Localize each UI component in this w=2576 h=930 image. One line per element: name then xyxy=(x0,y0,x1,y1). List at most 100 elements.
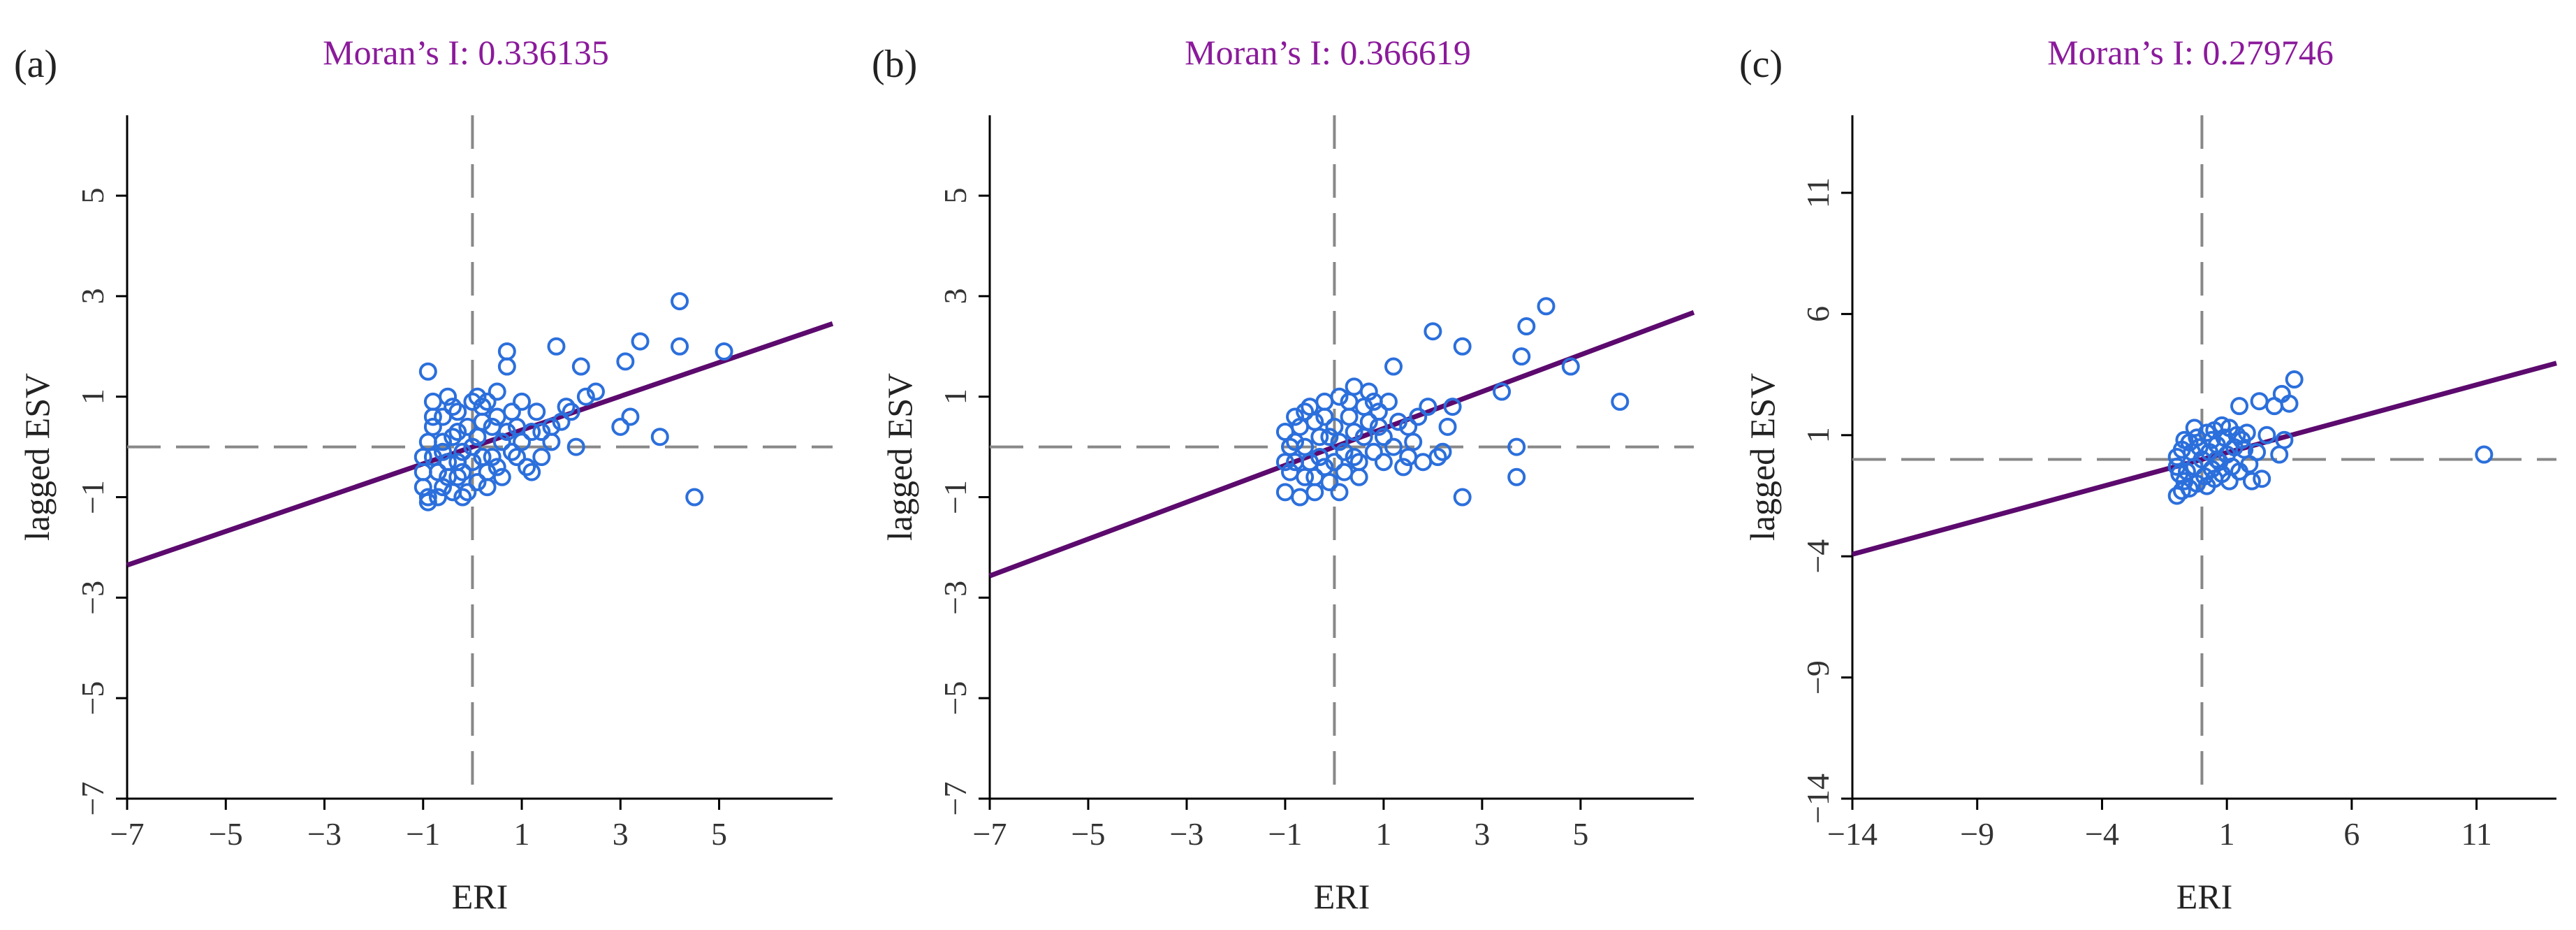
x-tick-label: 11 xyxy=(2461,816,2491,852)
y-tick-label: 1 xyxy=(937,388,973,405)
y-tick-label: 11 xyxy=(1800,177,1836,208)
x-tick-label: −5 xyxy=(209,816,243,852)
scatter-point xyxy=(463,437,482,456)
scatter-point xyxy=(448,423,467,442)
x-tick-label: 1 xyxy=(1375,816,1391,852)
scatter-point xyxy=(1354,428,1373,446)
scatter-point xyxy=(1394,458,1413,477)
scatter-point xyxy=(1315,458,1334,477)
scatter-point xyxy=(428,488,447,507)
y-tick-label: −9 xyxy=(1800,660,1836,695)
scatter-point xyxy=(1384,437,1403,456)
chart-panel-3: −14 −9 −4 1 6 11 −14 −9 −4 1 6 11 ERI lagged ESV Moran… xyxy=(1739,33,2557,916)
scatter-point xyxy=(2230,397,2249,416)
y-axis-label: lagged ESV xyxy=(17,373,57,541)
scatter-point xyxy=(1414,453,1433,472)
scatter-point xyxy=(502,402,521,421)
scatter-point xyxy=(1561,357,1580,376)
scatter-point xyxy=(488,458,506,477)
y-tick-label: −1 xyxy=(75,480,110,514)
scatter-point xyxy=(671,292,689,311)
scatter-point xyxy=(2172,481,2191,500)
scatter-point xyxy=(1507,467,1526,486)
scatter-point xyxy=(444,398,462,416)
scatter-point xyxy=(1374,428,1393,446)
scatter-point xyxy=(488,407,506,426)
y-axis-label: lagged ESV xyxy=(880,373,919,541)
y-tick-label: 1 xyxy=(1800,427,1836,443)
y-tick-label: −5 xyxy=(937,681,973,715)
scatter-point xyxy=(507,417,526,436)
scatter-point xyxy=(1399,448,1418,466)
x-tick-label: −14 xyxy=(1827,816,1878,852)
x-tick-label: −1 xyxy=(406,816,440,852)
scatter-point xyxy=(2250,392,2269,411)
x-tick-label: 3 xyxy=(1474,816,1490,852)
scatter-point xyxy=(497,342,516,361)
scatter-point xyxy=(1335,442,1354,461)
y-axis-label: lagged ESV xyxy=(1743,373,1782,541)
scatter-point xyxy=(1296,402,1315,421)
scatter-point xyxy=(562,402,580,421)
scatter-point xyxy=(518,458,536,477)
scatter-point xyxy=(576,387,595,406)
scatter-point xyxy=(439,467,458,486)
scatter-point xyxy=(2230,462,2249,481)
scatter-point xyxy=(434,407,453,426)
scatter-point xyxy=(1349,467,1368,486)
scatter-point xyxy=(566,437,585,456)
scatter-point xyxy=(2280,394,2299,413)
scatter-point xyxy=(1404,433,1423,451)
chart-title: Moran’s I: 0.336135 xyxy=(323,33,609,72)
scatter-point xyxy=(2275,430,2294,449)
scatter-point xyxy=(1389,412,1408,431)
scatter-point xyxy=(423,392,442,411)
scatter-point xyxy=(1364,392,1383,411)
x-axis-label: ERI xyxy=(2176,877,2233,916)
scatter-point xyxy=(1301,453,1319,472)
x-tick-label: −1 xyxy=(1268,816,1302,852)
scatter-point xyxy=(2167,486,2186,505)
scatter-point xyxy=(1345,377,1363,396)
y-tick-label: −3 xyxy=(937,581,973,615)
scatter-point xyxy=(1438,417,1457,436)
scatter-point xyxy=(1340,407,1359,426)
x-tick-label: 5 xyxy=(711,816,727,852)
scatter-point xyxy=(1330,433,1349,451)
scatter-point xyxy=(453,488,472,507)
scatter-point xyxy=(1424,322,1442,341)
scatter-point xyxy=(671,337,689,356)
y-tick-label: −5 xyxy=(75,681,110,715)
y-tick-label: −4 xyxy=(1800,539,1836,574)
scatter-point xyxy=(453,442,472,461)
scatter-point xyxy=(1345,448,1363,466)
scatter-point xyxy=(1315,407,1334,426)
x-tick-label: −5 xyxy=(1071,816,1106,852)
scatter-point xyxy=(458,483,477,502)
scatter-point xyxy=(2175,430,2194,449)
scatter-point xyxy=(2475,445,2494,464)
scatter-point xyxy=(473,412,492,431)
scatter-point xyxy=(418,493,437,511)
scatter-point xyxy=(2285,370,2304,389)
scatter-point xyxy=(513,433,532,451)
chart-title: Moran’s I: 0.279746 xyxy=(2047,33,2334,72)
scatter-point xyxy=(1345,423,1363,442)
x-tick-label: 5 xyxy=(1572,816,1588,852)
scatter-point xyxy=(621,407,640,426)
scatter-point xyxy=(1419,398,1437,416)
scatter-point xyxy=(448,453,467,472)
x-axis-label: ERI xyxy=(452,877,508,916)
scatter-point xyxy=(414,463,432,481)
scatter-point xyxy=(1433,442,1452,461)
scatter-point xyxy=(532,448,551,466)
scatter-point xyxy=(1453,337,1472,356)
y-tick-label: −7 xyxy=(937,782,973,816)
scatter-point xyxy=(631,332,650,351)
scatter-point xyxy=(1369,417,1388,436)
scatter-point xyxy=(497,357,516,376)
scatter-point xyxy=(497,423,516,442)
chart-title: Moran’s I: 0.366619 xyxy=(1185,33,1471,72)
y-tick-label: −1 xyxy=(937,480,973,514)
